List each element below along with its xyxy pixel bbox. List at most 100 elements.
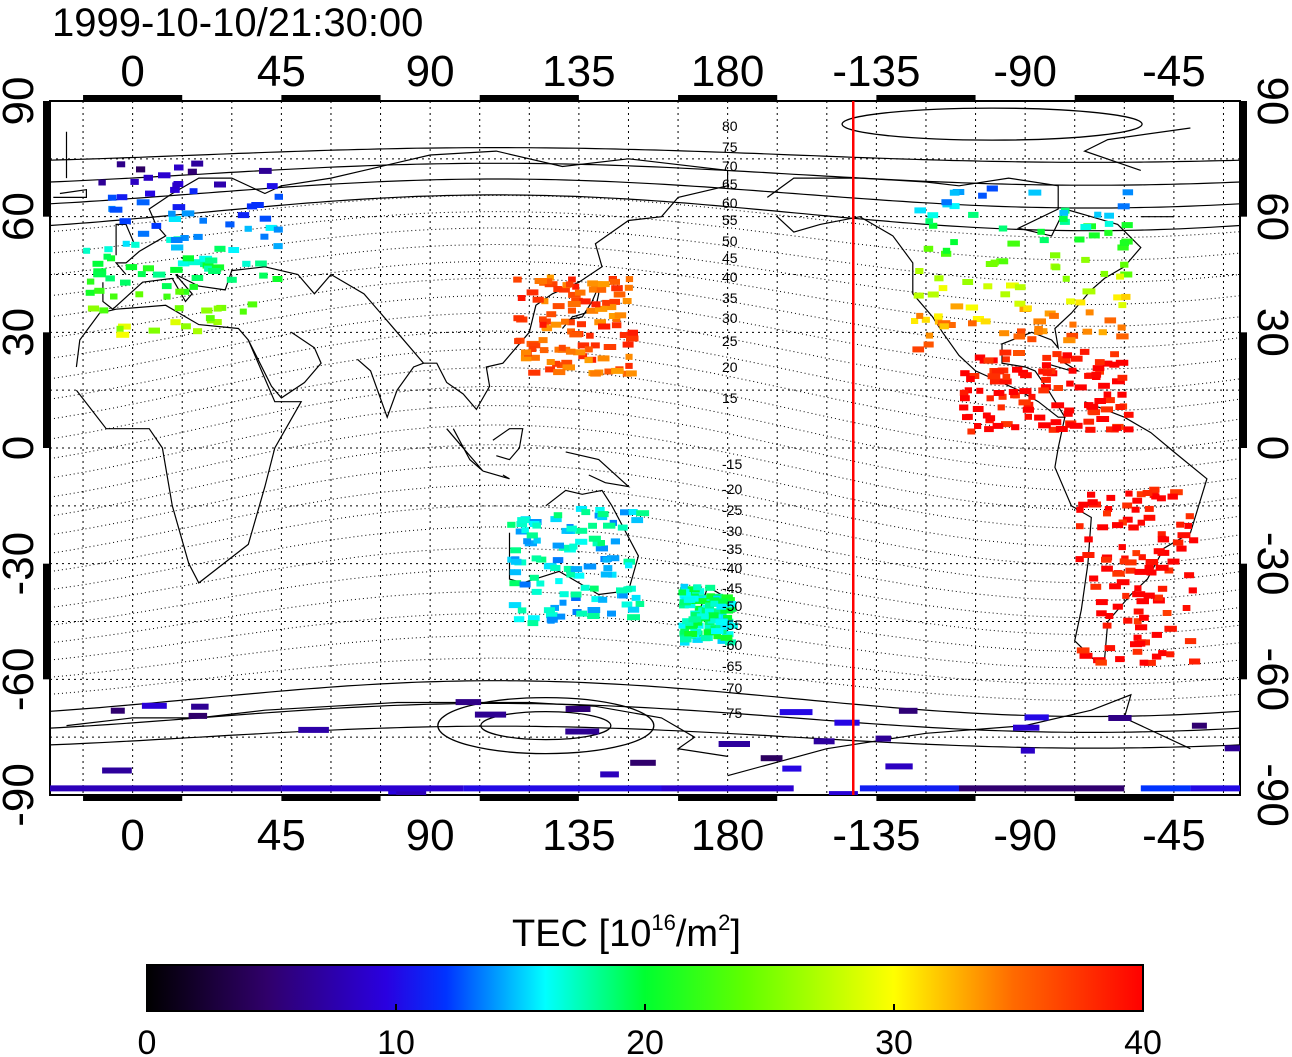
tec-cell	[980, 318, 991, 325]
tec-cell	[107, 194, 117, 201]
tec-cell	[625, 562, 633, 569]
magnetic-contour	[50, 348, 1240, 432]
tec-cell	[130, 178, 139, 185]
tec-cell	[1143, 514, 1156, 521]
tec-cell	[517, 295, 526, 301]
tec-cell	[590, 342, 600, 349]
tec-cell	[999, 349, 1012, 356]
tec-cell	[723, 614, 733, 621]
frame-bar-top	[83, 95, 183, 101]
tec-cell	[1013, 350, 1025, 356]
tec-cell	[960, 395, 970, 402]
tec-cell	[145, 190, 156, 197]
tec-cell	[636, 510, 650, 517]
tec-cell	[513, 616, 525, 623]
tec-cell	[597, 281, 610, 288]
magnetic-contour	[50, 464, 1240, 548]
tec-cell	[990, 259, 999, 266]
contour-label: 20	[722, 359, 738, 375]
contour-label: -15	[722, 456, 742, 472]
tec-cell	[526, 289, 539, 296]
contour-label: 15	[722, 390, 738, 406]
tec-cell	[1119, 558, 1129, 565]
tec-cell	[595, 305, 608, 312]
tec-cell	[136, 166, 146, 173]
tec-cell	[959, 389, 969, 396]
bottom-lon-tick: 0	[120, 811, 144, 860]
tec-cell	[1088, 232, 1100, 239]
tec-cell	[1125, 567, 1136, 574]
tec-cell	[1027, 336, 1037, 343]
tec-cell	[1151, 653, 1162, 660]
tec-cell	[109, 206, 123, 213]
tec-cell	[103, 253, 111, 260]
tec-cell	[1059, 215, 1068, 222]
tec-cell	[565, 728, 600, 735]
tec-cell	[1120, 261, 1129, 268]
tec-cell	[580, 584, 590, 591]
tec-cell	[568, 276, 576, 283]
tec-cell	[1028, 393, 1036, 400]
tec-cell	[116, 194, 128, 201]
tec-cell	[531, 588, 542, 595]
tec-cell	[949, 203, 960, 210]
tec-cell	[1135, 624, 1148, 631]
tec-cell	[558, 344, 566, 351]
tec-cell	[528, 369, 541, 376]
magnetic-contour	[50, 295, 1240, 370]
tec-cell	[706, 593, 715, 600]
contour-label: 45	[722, 250, 738, 266]
tec-cell	[934, 313, 943, 320]
tec-cell	[566, 571, 575, 578]
tec-cell	[1189, 658, 1201, 665]
tec-cell	[172, 204, 186, 211]
tec-cell	[107, 255, 116, 262]
magnetic-contour	[50, 147, 1240, 163]
contour-label: 65	[722, 176, 738, 192]
tec-cell	[625, 353, 633, 360]
left-lat-tick: 0	[0, 436, 43, 460]
tec-cell	[273, 226, 283, 233]
tec-cell	[779, 709, 813, 716]
frame-bar-bottom	[678, 795, 778, 801]
tec-cell	[938, 285, 948, 292]
tec-cell	[1038, 387, 1049, 394]
tec-cell	[1066, 380, 1074, 387]
tec-cell	[576, 610, 588, 617]
tec-cell	[575, 538, 588, 545]
tec-cell	[546, 359, 555, 365]
tec-cell	[1098, 382, 1110, 389]
tec-cell	[1121, 222, 1133, 229]
tec-cell	[148, 327, 160, 334]
tec-cell	[567, 319, 575, 326]
tec-cell	[1103, 391, 1112, 398]
tec-cell	[172, 182, 180, 189]
top-lon-tick: 45	[257, 47, 306, 96]
tec-cell	[1144, 505, 1154, 512]
tec-cell	[609, 298, 620, 305]
tec-cell	[608, 313, 620, 319]
tec-cell	[175, 288, 184, 295]
tec-cell	[590, 370, 601, 377]
tec-cell	[137, 230, 150, 237]
tec-cell	[1158, 650, 1167, 657]
tec-cell	[1083, 418, 1095, 425]
tec-cell	[104, 246, 113, 253]
tec-cell	[682, 618, 692, 625]
magnetic-contour	[50, 260, 1240, 327]
tec-cell	[1094, 398, 1106, 404]
tec-cell	[709, 597, 720, 604]
tec-cell	[1013, 333, 1026, 340]
tec-data-cells	[50, 160, 1240, 795]
tec-cell	[705, 602, 714, 609]
tec-cell	[521, 527, 529, 534]
tec-cell	[724, 631, 734, 638]
tec-cell	[708, 612, 719, 619]
tec-cell	[545, 366, 556, 373]
tec-cell	[213, 305, 222, 312]
tec-cell	[1177, 532, 1191, 539]
tec-cell	[1156, 495, 1166, 502]
tec-polar-band	[661, 785, 794, 792]
tec-cell	[1122, 502, 1133, 509]
